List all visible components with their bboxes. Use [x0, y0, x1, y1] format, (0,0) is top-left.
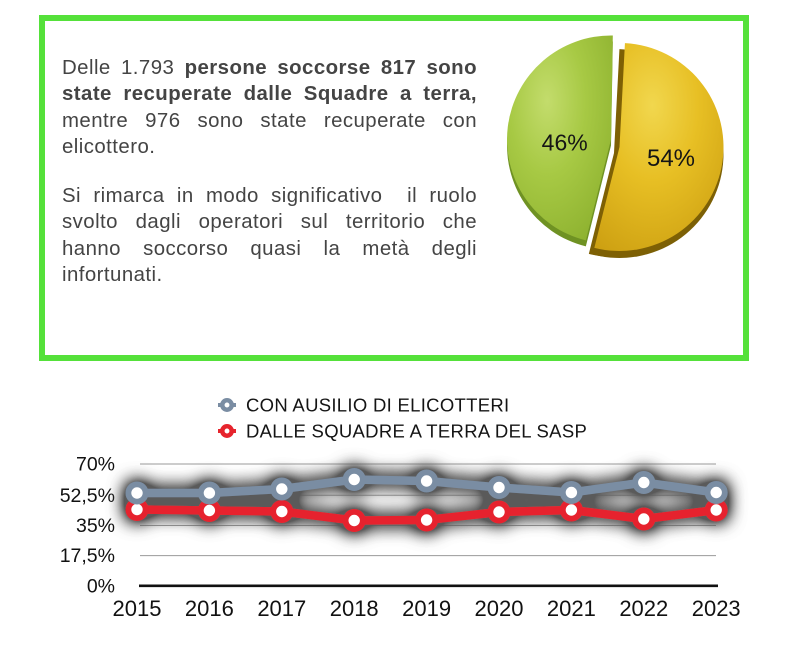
svg-text:17,5%: 17,5%	[60, 545, 115, 567]
svg-text:2017: 2017	[257, 596, 306, 621]
svg-text:2020: 2020	[475, 596, 524, 621]
svg-text:CON AUSILIO DI ELICOTTERI: CON AUSILIO DI ELICOTTERI	[246, 395, 509, 416]
svg-text:2019: 2019	[402, 596, 451, 621]
svg-text:54%: 54%	[647, 145, 695, 172]
svg-text:DALLE SQUADRE A TERRA DEL SASP: DALLE SQUADRE A TERRA DEL SASP	[246, 421, 587, 442]
svg-text:70%: 70%	[76, 454, 115, 476]
svg-text:2021: 2021	[547, 596, 596, 621]
svg-text:2023: 2023	[692, 596, 741, 621]
svg-text:2022: 2022	[619, 596, 668, 621]
svg-text:2016: 2016	[185, 596, 234, 621]
svg-text:2015: 2015	[113, 596, 162, 621]
svg-text:46%: 46%	[542, 130, 588, 156]
svg-text:52,5%: 52,5%	[60, 485, 115, 507]
svg-text:2018: 2018	[330, 596, 379, 621]
svg-text:35%: 35%	[76, 515, 115, 537]
svg-text:0%: 0%	[87, 575, 115, 597]
